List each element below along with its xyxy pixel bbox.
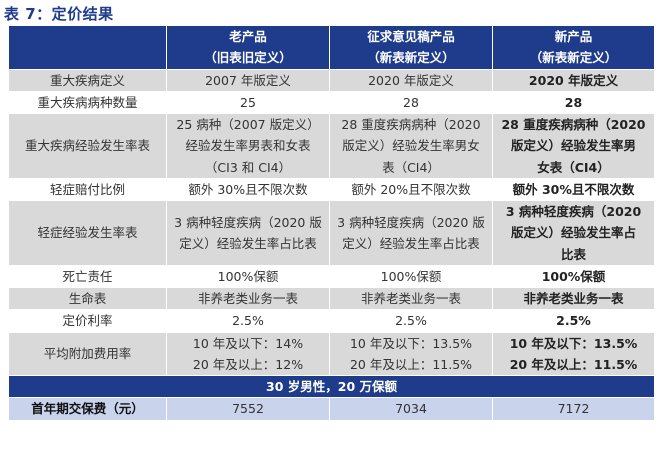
cell-line: 28 重度疾病病种（2020	[501, 117, 646, 132]
cell-line: 3 病种轻度疾病（2020 版	[337, 214, 485, 230]
table-body: 重大疾病定义 2007 年版定义 2020 年版定义 2020 年版定义 重大疾病病种数…	[8, 68, 655, 376]
cell-line: 定义）经验发生率占比表	[342, 235, 480, 251]
old-product-value: 非养老类业务一表	[166, 286, 330, 311]
table-row: 重大疾病病种数量 25 28 28	[8, 90, 655, 115]
cell-line: 20 年及以上：11.5%	[509, 356, 638, 372]
draft-product-value: 额外 20%且不限次数	[329, 177, 493, 202]
premium-old: 7552	[166, 397, 330, 421]
row-label: 轻症经验发生率表	[8, 200, 167, 266]
header-new-name: 新产品	[554, 29, 593, 44]
old-product-value: 25	[166, 90, 330, 115]
cell-line: 版定义）经验发生率占	[510, 225, 636, 241]
cell-line: 比表	[560, 246, 586, 262]
header-new-sub: （新表新定义）	[529, 50, 618, 66]
table-row: 平均附加费用率 10 年及以下：14% 20 年及以上：12% 10 年及以下：13.…	[8, 331, 655, 376]
row-label: 轻症赔付比例	[8, 177, 167, 202]
table-row: 定价利率 2.5% 2.5% 2.5%	[8, 309, 655, 333]
draft-product-value: 10 年及以下：13.5% 20 年及以上：11.5%	[329, 331, 493, 376]
new-product-value: 2020 年版定义	[492, 68, 655, 92]
new-product-value: 28 重度疾病病种（2020 版定义）经验发生率男 女表（CI4）	[492, 113, 655, 179]
row-label: 死亡责任	[8, 264, 167, 289]
table-row: 轻症赔付比例 额外 30%且不限次数 额外 20%且不限次数 额外 30%且不限次数	[8, 177, 655, 202]
draft-product-value: 2020 年版定义	[329, 68, 493, 92]
table-row: 重大疾病经验发生率表 25 病种（2007 版定义） 经验发生率男表和女表 （CI3 …	[8, 113, 655, 179]
draft-product-value: 非养老类业务一表	[329, 286, 493, 311]
header-old-name: 老产品	[229, 29, 267, 44]
header-new-product: 新产品 （新表新定义）	[492, 25, 655, 70]
draft-product-value: 28	[329, 90, 493, 115]
row-label: 生命表	[8, 286, 167, 311]
table-row: 死亡责任 100%保额 100%保额 100%保额	[8, 264, 655, 289]
header-draft-sub: （新表新定义）	[367, 50, 455, 66]
premium-row: 首年期交保费（元） 7552 7034 7172	[8, 397, 655, 421]
new-product-value: 100%保额	[492, 264, 655, 289]
section-row: 30 岁男性，20 万保额	[8, 374, 655, 399]
table-row: 生命表 非养老类业务一表 非养老类业务一表 非养老类业务一表	[8, 286, 655, 311]
old-product-value: 100%保额	[166, 264, 330, 289]
old-product-value: 额外 30%且不限次数	[166, 177, 330, 202]
new-product-value: 2.5%	[492, 309, 655, 333]
new-product-value: 28	[492, 90, 655, 115]
header-row: 老产品 （旧表旧定义） 征求意见稿产品 （新表新定义） 新产品 （新表新定义）	[8, 25, 655, 70]
draft-product-value: 28 重度疾病病种（2020 版定义）经验发生率男女 表（CI4）	[329, 113, 493, 179]
row-label: 定价利率	[8, 309, 167, 333]
cell-line: 10 年及以下：14%	[192, 335, 304, 351]
table-row: 轻症经验发生率表 3 病种轻度疾病（2020 版定义）经验发生率占比表 3 病种轻度…	[8, 200, 655, 266]
cell-line: 10 年及以下：13.5%	[509, 335, 638, 351]
header-old-product: 老产品 （旧表旧定义）	[166, 25, 330, 70]
cell-line: 女表（CI4）	[537, 159, 610, 175]
row-label: 重大疾病定义	[8, 68, 167, 92]
draft-product-value: 2.5%	[329, 309, 493, 333]
new-product-value: 3 病种轻度疾病（2020 版定义）经验发生率占 比表	[492, 200, 655, 266]
new-product-value: 额外 30%且不限次数	[492, 177, 655, 202]
cell-line: 25 病种（2007 版定义）	[176, 117, 320, 132]
cell-line: 3 病种轻度疾病（2020	[505, 204, 642, 219]
old-product-value: 3 病种轻度疾病（2020 版定义）经验发生率占比表	[166, 200, 330, 266]
premium-new: 7172	[492, 397, 655, 421]
pricing-results-table: 老产品 （旧表旧定义） 征求意见稿产品 （新表新定义） 新产品 （新表新定义） …	[8, 25, 655, 421]
table-title: 表 7：定价结果	[4, 5, 114, 23]
cell-line: 表（CI4）	[382, 159, 440, 175]
draft-product-value: 100%保额	[329, 264, 493, 289]
cell-line: 版定义）经验发生率男女	[342, 138, 480, 154]
cell-line: 3 病种轻度疾病（2020 版	[174, 214, 322, 230]
new-product-value: 10 年及以下：13.5% 20 年及以上：11.5%	[492, 331, 655, 376]
header-draft-product: 征求意见稿产品 （新表新定义）	[329, 25, 493, 70]
cell-line: 定义）经验发生率占比表	[179, 235, 317, 251]
cell-line: 版定义）经验发生率男	[510, 138, 636, 154]
section-label: 30 岁男性，20 万保额	[8, 374, 655, 399]
new-product-value: 非养老类业务一表	[492, 286, 655, 311]
premium-draft: 7034	[329, 397, 493, 421]
old-product-value: 10 年及以下：14% 20 年及以上：12%	[166, 331, 330, 376]
cell-line: 20 年及以上：12%	[192, 356, 304, 372]
cell-line: （CI3 和 CI4）	[204, 159, 292, 175]
header-corner	[8, 25, 167, 70]
premium-label: 首年期交保费（元）	[8, 397, 167, 421]
old-product-value: 25 病种（2007 版定义） 经验发生率男表和女表 （CI3 和 CI4）	[166, 113, 330, 179]
old-product-value: 2.5%	[166, 309, 330, 333]
cell-line: 20 年及以上：11.5%	[349, 356, 473, 372]
row-label: 平均附加费用率	[8, 331, 167, 376]
old-product-value: 2007 年版定义	[166, 68, 330, 92]
cell-line: 10 年及以下：13.5%	[349, 335, 473, 351]
cell-line: 28 重度疾病病种（2020	[341, 117, 481, 132]
table-row: 重大疾病定义 2007 年版定义 2020 年版定义 2020 年版定义	[8, 68, 655, 92]
row-label: 重大疾病经验发生率表	[8, 113, 167, 179]
header-draft-name: 征求意见稿产品	[367, 29, 455, 44]
row-label: 重大疾病病种数量	[8, 90, 167, 115]
draft-product-value: 3 病种轻度疾病（2020 版定义）经验发生率占比表	[329, 200, 493, 266]
cell-line: 经验发生率男表和女表	[185, 138, 311, 154]
header-old-sub: （旧表旧定义）	[204, 50, 292, 66]
